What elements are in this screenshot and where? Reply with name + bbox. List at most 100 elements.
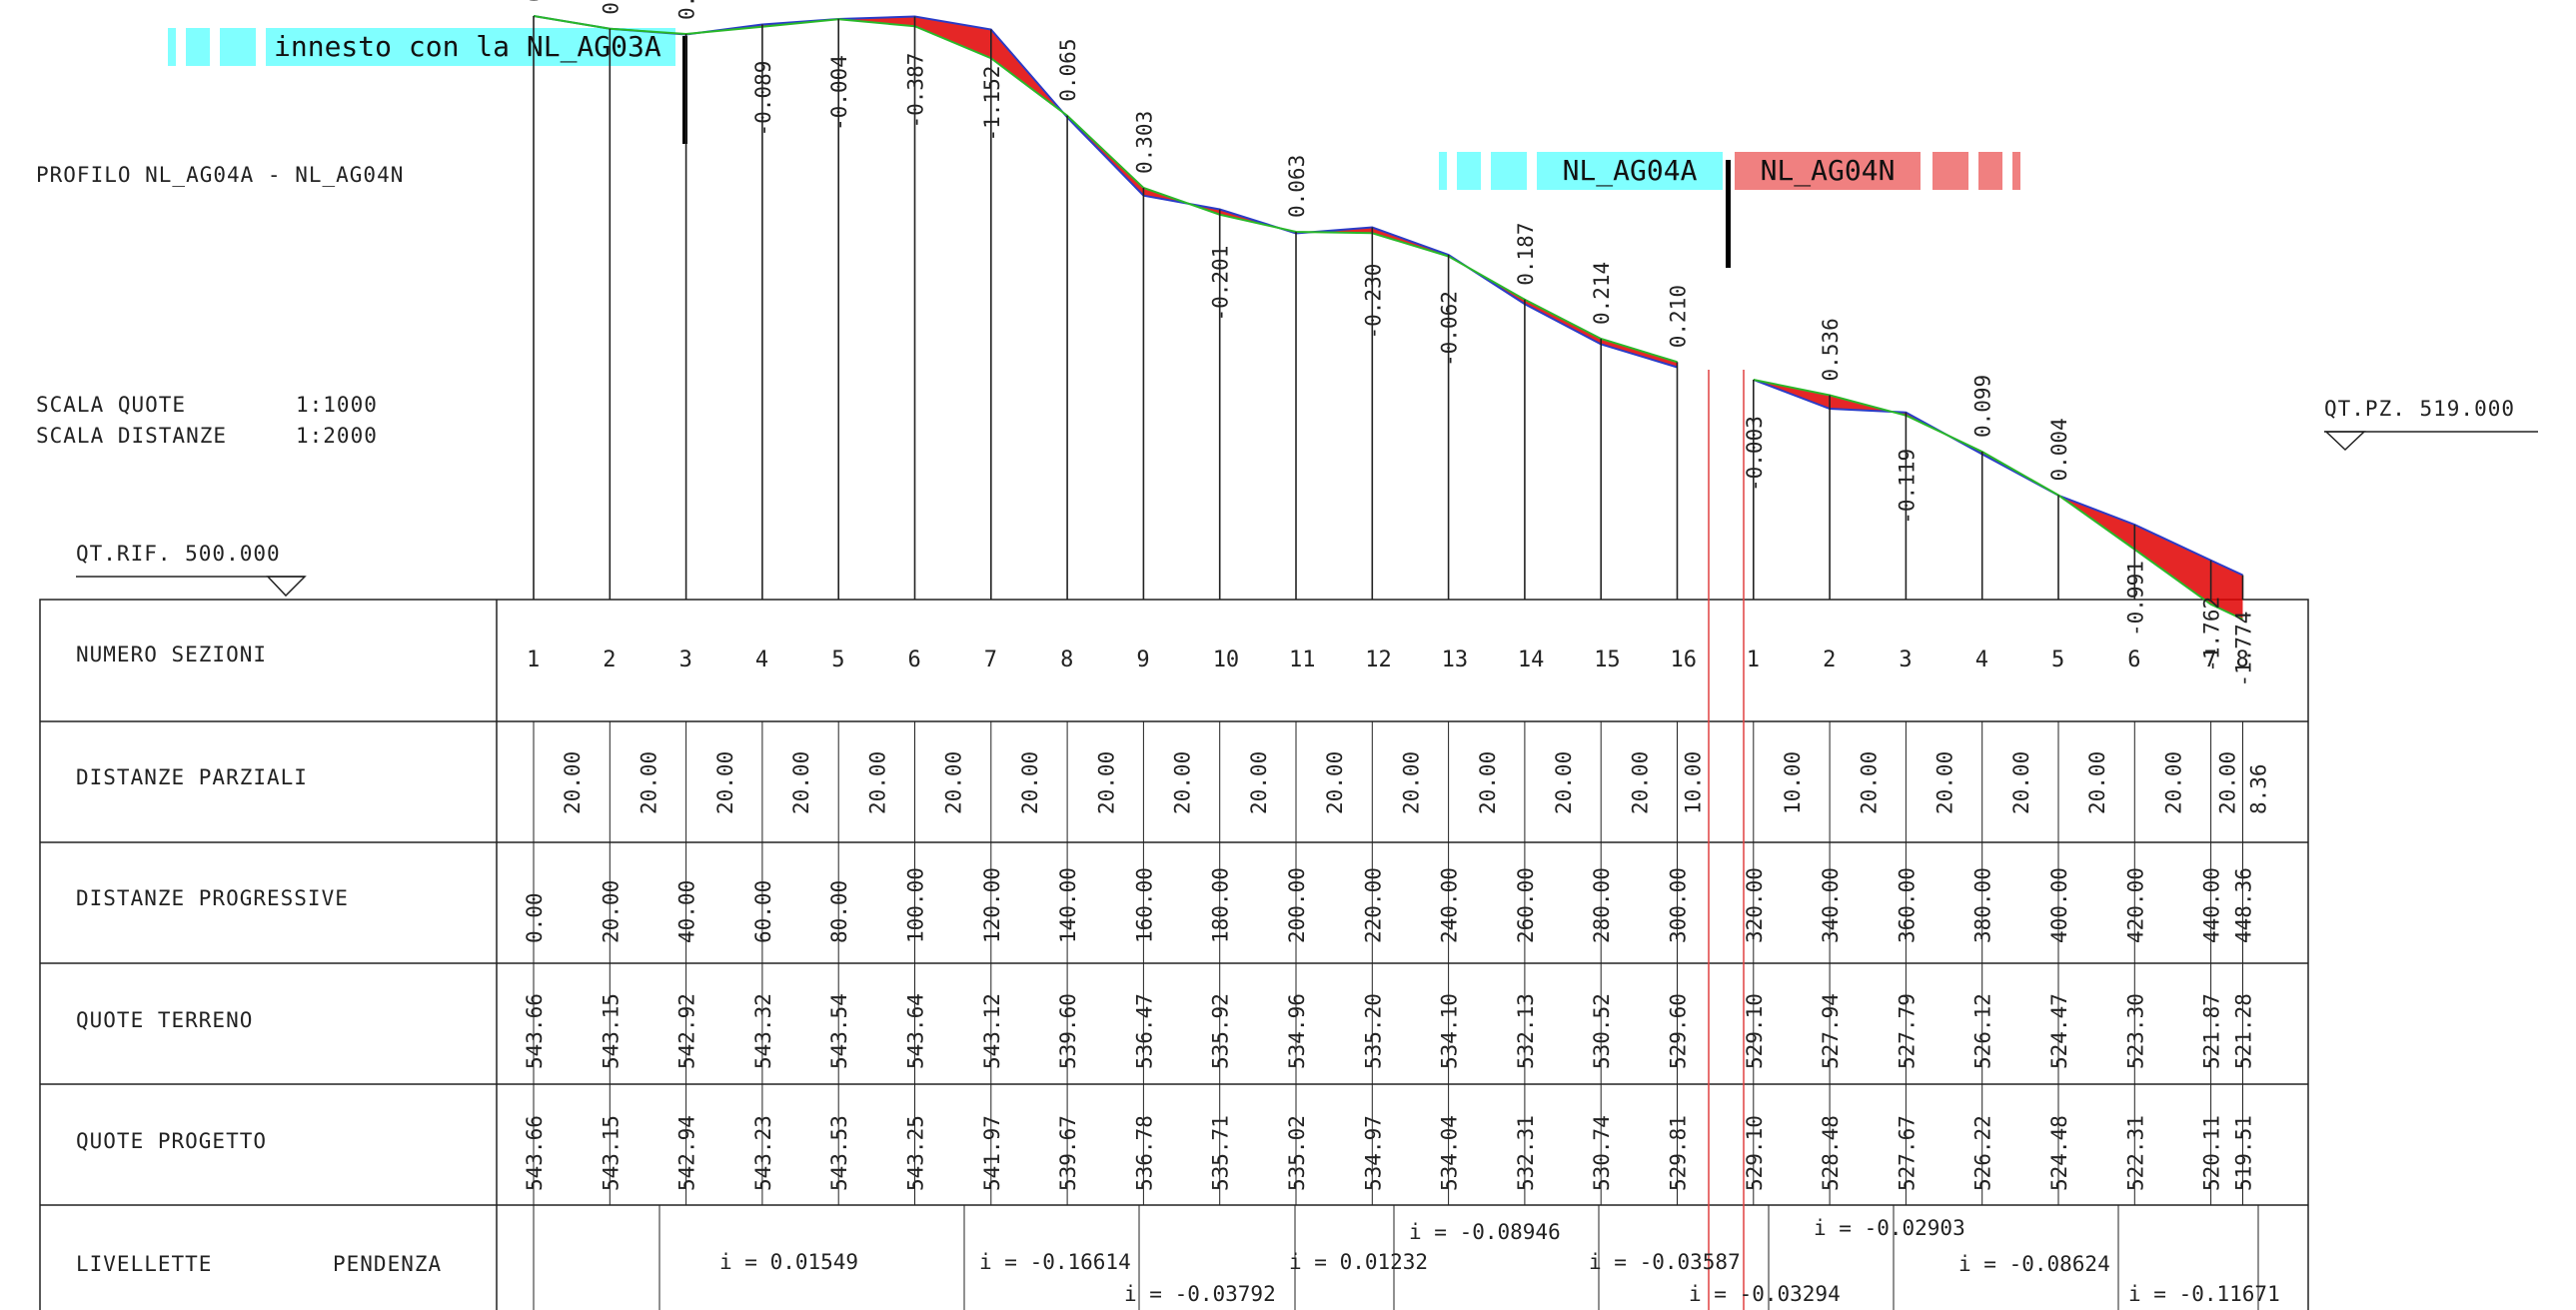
series-a-section-number: 13 <box>1442 648 1469 672</box>
pendenza-label: i = 0.01232 <box>1289 1250 1428 1274</box>
series-a-delta-label: 0.000 <box>599 0 623 15</box>
series-n-progressive-label: 340.00 <box>1819 867 1843 943</box>
row-label-pendenza: PENDENZA <box>333 1252 443 1276</box>
row-label-progressive: DISTANZE PROGRESSIVE <box>76 886 349 910</box>
series-a-progressive-label: 280.00 <box>1590 867 1614 943</box>
right-branch-label: NL_AG04N <box>1735 152 1921 190</box>
series-a-section-number: 1 <box>527 648 540 672</box>
innesto-stripe-2 <box>186 28 210 66</box>
pendenza-label: i = -0.02903 <box>1814 1216 1965 1240</box>
series-a-progressive-label: 80.00 <box>827 880 851 943</box>
series-a-progetto-label: 534.97 <box>1361 1115 1385 1191</box>
series-a-progetto-label: 535.02 <box>1285 1115 1309 1191</box>
series-n-delta-label: 0.536 <box>1819 318 1843 381</box>
series-a-parziale-label: 20.00 <box>713 751 737 814</box>
series-n-delta-label: -0.003 <box>1743 416 1767 492</box>
series-a-terreno-label: 543.64 <box>904 993 928 1069</box>
series-a-terreno-label: 534.96 <box>1285 993 1309 1069</box>
series-a-parziale-label: 20.00 <box>637 751 660 814</box>
series-a-parziale-label: 20.00 <box>1476 751 1500 814</box>
row-label-parziali: DISTANZE PARZIALI <box>76 765 308 789</box>
series-a-delta-label: -1.152 <box>980 66 1004 142</box>
series-n-progressive-label: 320.00 <box>1743 867 1767 943</box>
series-n-delta-label: -0.119 <box>1895 449 1919 525</box>
series-a-progressive-label: 240.00 <box>1438 867 1462 943</box>
scala-distanze-value: 1:2000 <box>296 424 378 448</box>
series-a-cutfill-area <box>534 16 1678 368</box>
series-a-progetto-label: 543.66 <box>523 1115 547 1191</box>
series-a-delta-label: -0.230 <box>1361 264 1385 340</box>
series-a-parziale-label: 20.00 <box>1552 751 1576 814</box>
qt-pz-label: QT.PZ. 519.000 <box>2324 397 2516 421</box>
series-n-section-number: 4 <box>1975 648 1988 672</box>
series-n-section-number: 7 <box>2204 648 2217 672</box>
series-a-section-number: 12 <box>1365 648 1392 672</box>
series-a-parziale-label: 20.00 <box>789 751 813 814</box>
series-a-parziale-label: 20.00 <box>1399 751 1423 814</box>
series-a-terreno-line <box>533 15 1678 369</box>
series-a-delta-label: -0.089 <box>751 61 775 137</box>
series-a-section-number: 11 <box>1289 648 1316 672</box>
series-a-parziale-label: 20.00 <box>1018 751 1042 814</box>
pendenza-label: i = -0.16614 <box>979 1250 1131 1274</box>
series-a-progressive-label: 300.00 <box>1667 867 1691 943</box>
series-a-delta-label: 0.303 <box>1132 111 1156 174</box>
series-a-progetto-label: 530.74 <box>1590 1115 1614 1191</box>
pendenza-label: i = 0.01549 <box>719 1250 858 1274</box>
series-a-progetto-label: 541.97 <box>980 1115 1004 1191</box>
series-a-delta-label: -0.004 <box>827 55 851 131</box>
series-n-parziale-label: 8.36 <box>2246 763 2270 814</box>
series-a-progetto-label: 543.25 <box>904 1115 928 1191</box>
qt-rif-label: QT.RIF. 500.000 <box>76 542 281 566</box>
series-a-terreno-label: 535.20 <box>1361 993 1385 1069</box>
series-a-terreno-label: 529.60 <box>1667 993 1691 1069</box>
series-n-parziale-label: 20.00 <box>1933 751 1957 814</box>
series-a-section-number: 5 <box>831 648 844 672</box>
series-a-parziale-label: 20.00 <box>1323 751 1347 814</box>
series-n-terreno-label: 526.12 <box>1971 993 1995 1069</box>
innesto-label: innesto con la NL_AG03A <box>266 28 675 66</box>
series-n-progressive-label: 440.00 <box>2200 867 2224 943</box>
series-a-parziale-label: 20.00 <box>1171 751 1195 814</box>
table-border <box>39 599 2309 1310</box>
series-n-section-number: 1 <box>1747 648 1760 672</box>
series-a-section-number: 3 <box>679 648 692 672</box>
series-a-progetto-line <box>533 15 1678 364</box>
cyan-stripe-1 <box>1439 152 1447 190</box>
row-label-progetto: QUOTE PROGETTO <box>76 1129 268 1153</box>
series-a-progressive-label: 120.00 <box>980 867 1004 943</box>
series-n-progressive-label: 448.36 <box>2231 867 2255 943</box>
series-a-delta-label: 0.065 <box>1056 39 1080 102</box>
series-a-section-number: 16 <box>1671 648 1698 672</box>
series-n-section-number: 8 <box>2235 648 2248 672</box>
series-n-section-number: 6 <box>2127 648 2140 672</box>
series-a-progressive-label: 160.00 <box>1132 867 1156 943</box>
series-a-progetto-label: 529.81 <box>1667 1115 1691 1191</box>
row-label-livellette: LIVELLETTE <box>76 1252 213 1276</box>
cyan-stripe-2 <box>1457 152 1481 190</box>
series-a-progressive-label: 180.00 <box>1209 867 1233 943</box>
series-n-delta-label: -1.774 <box>2231 612 2255 687</box>
series-a-progetto-label: 543.15 <box>599 1115 623 1191</box>
series-n-cutfill-area <box>1753 380 2243 620</box>
red-stripe-1 <box>1932 152 1968 190</box>
cyan-stripe-3 <box>1491 152 1527 190</box>
series-n-progetto-label: 528.48 <box>1819 1115 1843 1191</box>
series-n-progressive-label: 360.00 <box>1895 867 1919 943</box>
series-a-progressive-label: 0.00 <box>523 892 547 943</box>
series-n-delta-label: -1.762 <box>2200 597 2224 672</box>
series-a-terreno-label: 543.32 <box>751 993 775 1069</box>
series-a-delta-label: -0.387 <box>904 53 928 129</box>
pendenza-label: i = -0.08946 <box>1409 1220 1561 1244</box>
series-n-parziale-label: 20.00 <box>2161 751 2185 814</box>
series-n-terreno-label: 529.10 <box>1743 993 1767 1069</box>
series-n-section-number: 5 <box>2051 648 2064 672</box>
red-stripe-3 <box>2012 152 2020 190</box>
series-n-delta-label: 0.099 <box>1971 375 1995 438</box>
series-a-progetto-label: 539.67 <box>1056 1115 1080 1191</box>
series-a-delta-label: 0.214 <box>1590 262 1614 325</box>
series-n-terreno-label: 521.87 <box>2200 993 2224 1069</box>
series-a-section-number: 6 <box>908 648 921 672</box>
branch-marker <box>1726 160 1731 268</box>
